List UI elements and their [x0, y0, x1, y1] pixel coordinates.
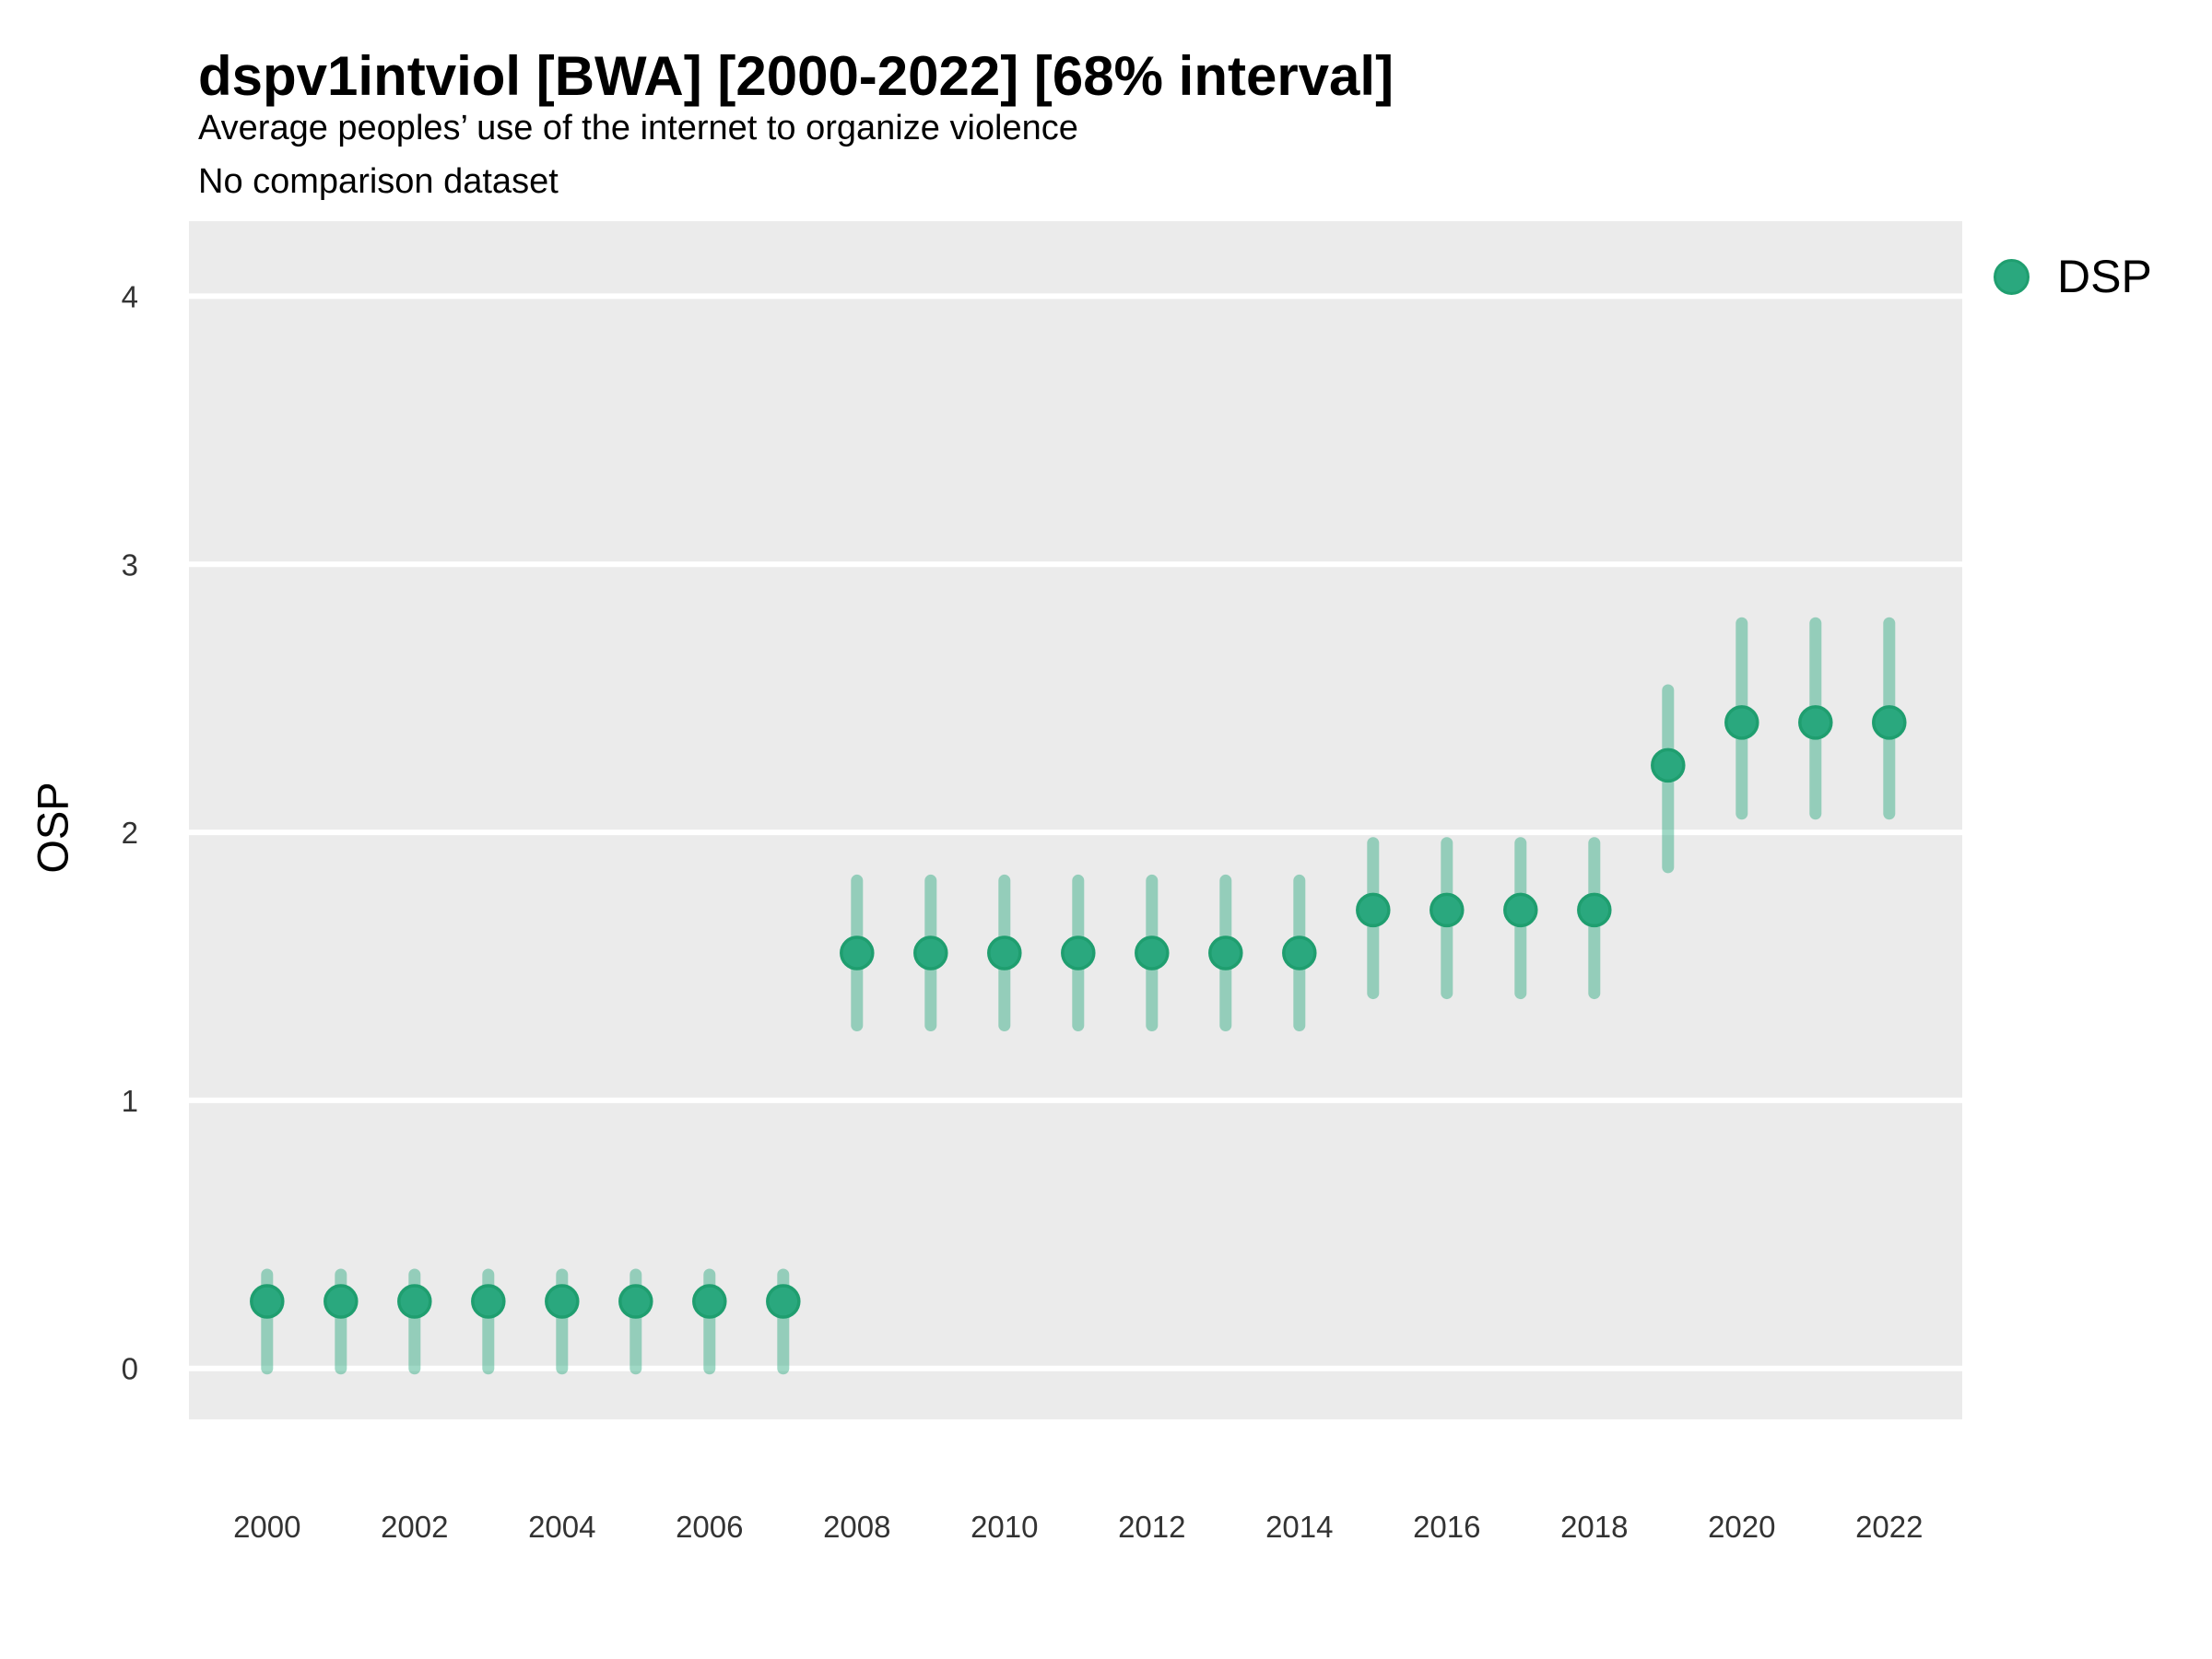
x-tick-label-2022: 2022	[1855, 1510, 1923, 1544]
data-point-2020	[1724, 705, 1759, 740]
data-point-2012	[1135, 935, 1170, 971]
x-tick-label-2020: 2020	[1708, 1510, 1775, 1544]
data-point-2010	[987, 935, 1022, 971]
data-point-2014	[1282, 935, 1317, 971]
data-point-2006	[692, 1284, 727, 1319]
data-point-2008	[840, 935, 875, 971]
data-point-2001	[324, 1284, 359, 1319]
y-tick-label-1: 1	[122, 1084, 138, 1118]
data-point-2016	[1430, 892, 1465, 928]
chart-title: dspv1intviol [BWA] [2000-2022] [68% inte…	[198, 45, 1394, 107]
x-tick-label-2008: 2008	[823, 1510, 890, 1544]
data-point-2009	[913, 935, 948, 971]
data-point-2003	[471, 1284, 506, 1319]
x-tick-label-2004: 2004	[528, 1510, 595, 1544]
data-point-2013	[1208, 935, 1243, 971]
legend-label-dsp: DSP	[2057, 251, 2152, 302]
data-point-2004	[545, 1284, 580, 1319]
y-tick-label-4: 4	[122, 279, 138, 313]
data-point-2005	[618, 1284, 653, 1319]
data-point-2018	[1577, 892, 1612, 928]
y-tick-label-2: 2	[122, 816, 138, 850]
data-point-2022	[1872, 705, 1907, 740]
x-tick-label-2016: 2016	[1413, 1510, 1480, 1544]
x-tick-label-2000: 2000	[233, 1510, 300, 1544]
data-point-2017	[1503, 892, 1538, 928]
data-point-2000	[250, 1284, 285, 1319]
legend: DSP	[1994, 251, 2152, 302]
x-tick-label-2012: 2012	[1118, 1510, 1185, 1544]
data-point-2021	[1798, 705, 1833, 740]
x-tick-label-2014: 2014	[1265, 1510, 1333, 1544]
y-tick-label-3: 3	[122, 547, 138, 582]
x-tick-label-2010: 2010	[971, 1510, 1038, 1544]
chart-subtitle: Average peoples’ use of the internet to …	[198, 109, 1078, 147]
x-tick-label-2002: 2002	[381, 1510, 448, 1544]
y-tick-label-0: 0	[122, 1352, 138, 1386]
plot-panel	[189, 221, 1962, 1419]
chart-note: No comparison dataset	[198, 162, 559, 201]
legend-marker-dsp-icon	[1994, 258, 2030, 295]
data-point-2011	[1061, 935, 1096, 971]
data-point-2019	[1651, 747, 1686, 783]
data-point-2007	[766, 1284, 801, 1319]
data-point-2015	[1356, 892, 1391, 928]
x-tick-label-2006: 2006	[676, 1510, 743, 1544]
data-point-2002	[397, 1284, 432, 1319]
x-tick-label-2018: 2018	[1560, 1510, 1628, 1544]
